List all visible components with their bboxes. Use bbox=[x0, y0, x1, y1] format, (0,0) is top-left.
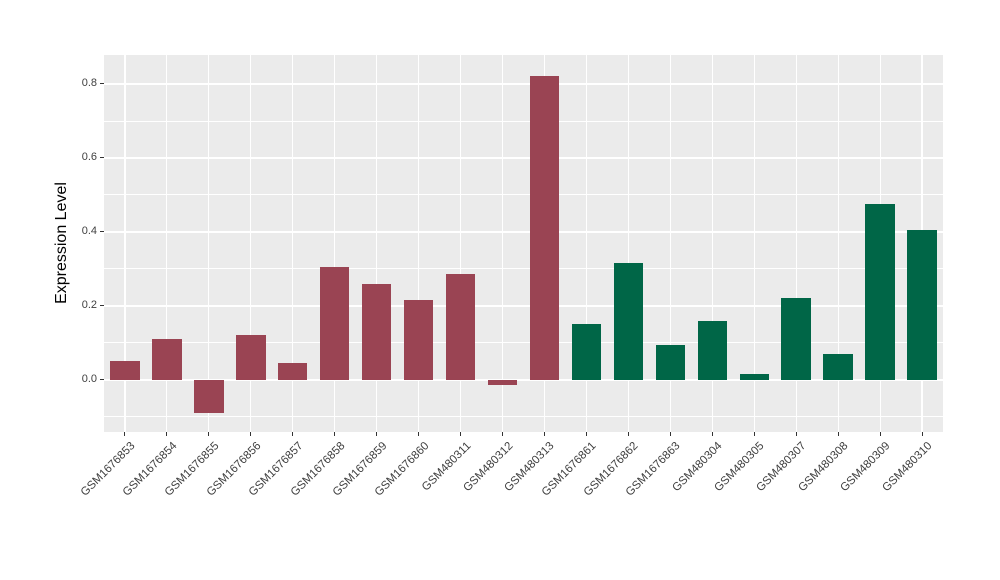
vertical-gridline bbox=[669, 55, 671, 432]
major-gridline bbox=[104, 231, 943, 233]
vertical-gridline bbox=[753, 55, 755, 432]
bar-GSM1676856 bbox=[236, 335, 266, 380]
vertical-gridline bbox=[208, 55, 210, 432]
x-tick-mark bbox=[711, 432, 713, 436]
bar-GSM1676860 bbox=[403, 300, 434, 380]
x-tick-mark bbox=[376, 432, 378, 436]
bar-GSM1676855 bbox=[194, 379, 224, 414]
vertical-gridline bbox=[376, 55, 378, 432]
y-tick-mark bbox=[100, 157, 104, 159]
y-tick-label: 0.0 bbox=[81, 373, 97, 386]
minor-gridline bbox=[104, 268, 943, 270]
y-tick-label: 0.8 bbox=[81, 77, 97, 90]
vertical-gridline bbox=[711, 55, 713, 432]
bar-GSM1676861 bbox=[571, 324, 602, 380]
vertical-gridline bbox=[250, 55, 252, 432]
vertical-gridline bbox=[460, 55, 462, 432]
minor-gridline bbox=[104, 416, 943, 418]
bar-GSM480308 bbox=[823, 353, 853, 380]
vertical-gridline bbox=[585, 55, 587, 432]
x-tick-mark bbox=[124, 432, 126, 436]
major-gridline bbox=[104, 305, 943, 307]
x-tick-mark bbox=[418, 432, 420, 436]
y-tick-mark bbox=[100, 305, 104, 307]
bar-GSM1676859 bbox=[361, 283, 392, 380]
x-tick-mark bbox=[250, 432, 252, 436]
bar-GSM480311 bbox=[445, 274, 476, 380]
bar-GSM480304 bbox=[697, 320, 727, 380]
x-tick-mark bbox=[208, 432, 210, 436]
x-tick-mark bbox=[460, 432, 462, 436]
vertical-gridline bbox=[501, 55, 504, 432]
x-tick-mark bbox=[837, 432, 839, 436]
bar-GSM480310 bbox=[907, 229, 937, 380]
x-tick-mark bbox=[669, 432, 671, 436]
plot-panel bbox=[104, 55, 943, 432]
x-tick-mark bbox=[627, 432, 629, 436]
x-tick-mark bbox=[166, 432, 168, 436]
vertical-gridline bbox=[166, 55, 168, 432]
vertical-gridline bbox=[418, 55, 420, 432]
bar-GSM1676854 bbox=[152, 339, 182, 380]
x-tick-mark bbox=[921, 432, 923, 436]
bar-GSM480305 bbox=[739, 374, 769, 380]
vertical-gridline bbox=[124, 55, 126, 432]
x-tick-mark bbox=[753, 432, 755, 436]
bar-GSM1676862 bbox=[613, 263, 644, 380]
y-tick-label: 0.4 bbox=[81, 225, 97, 238]
y-tick-mark bbox=[100, 379, 104, 381]
y-tick-mark bbox=[100, 231, 104, 233]
vertical-gridline bbox=[795, 55, 797, 432]
x-tick-mark bbox=[879, 432, 881, 436]
bar-GSM480313 bbox=[529, 76, 560, 380]
vertical-gridline bbox=[837, 55, 839, 432]
x-tick-mark bbox=[543, 432, 545, 436]
bar-GSM1676853 bbox=[110, 361, 140, 380]
major-gridline bbox=[104, 83, 943, 85]
bar-GSM480312 bbox=[487, 379, 518, 386]
y-tick-mark bbox=[100, 83, 104, 85]
bar-GSM480307 bbox=[781, 298, 811, 380]
y-tick-label: 0.2 bbox=[81, 299, 97, 312]
minor-gridline bbox=[104, 194, 943, 196]
major-gridline bbox=[104, 157, 943, 159]
bar-GSM1676857 bbox=[278, 363, 308, 380]
x-tick-mark bbox=[585, 432, 587, 436]
x-tick-mark bbox=[334, 432, 336, 436]
major-gridline bbox=[104, 379, 943, 381]
bar-GSM1676858 bbox=[320, 266, 350, 380]
x-tick-mark bbox=[502, 432, 504, 436]
bar-GSM480309 bbox=[865, 204, 895, 380]
bar-GSM1676863 bbox=[655, 344, 685, 380]
x-tick-mark bbox=[292, 432, 294, 436]
y-axis-title: Expression Level bbox=[53, 182, 70, 304]
x-tick-mark bbox=[795, 432, 797, 436]
vertical-gridline bbox=[334, 55, 336, 432]
vertical-gridline bbox=[627, 55, 629, 432]
minor-gridline bbox=[104, 342, 943, 344]
minor-gridline bbox=[104, 120, 943, 122]
vertical-gridline bbox=[292, 55, 294, 432]
y-tick-label: 0.6 bbox=[81, 151, 97, 164]
